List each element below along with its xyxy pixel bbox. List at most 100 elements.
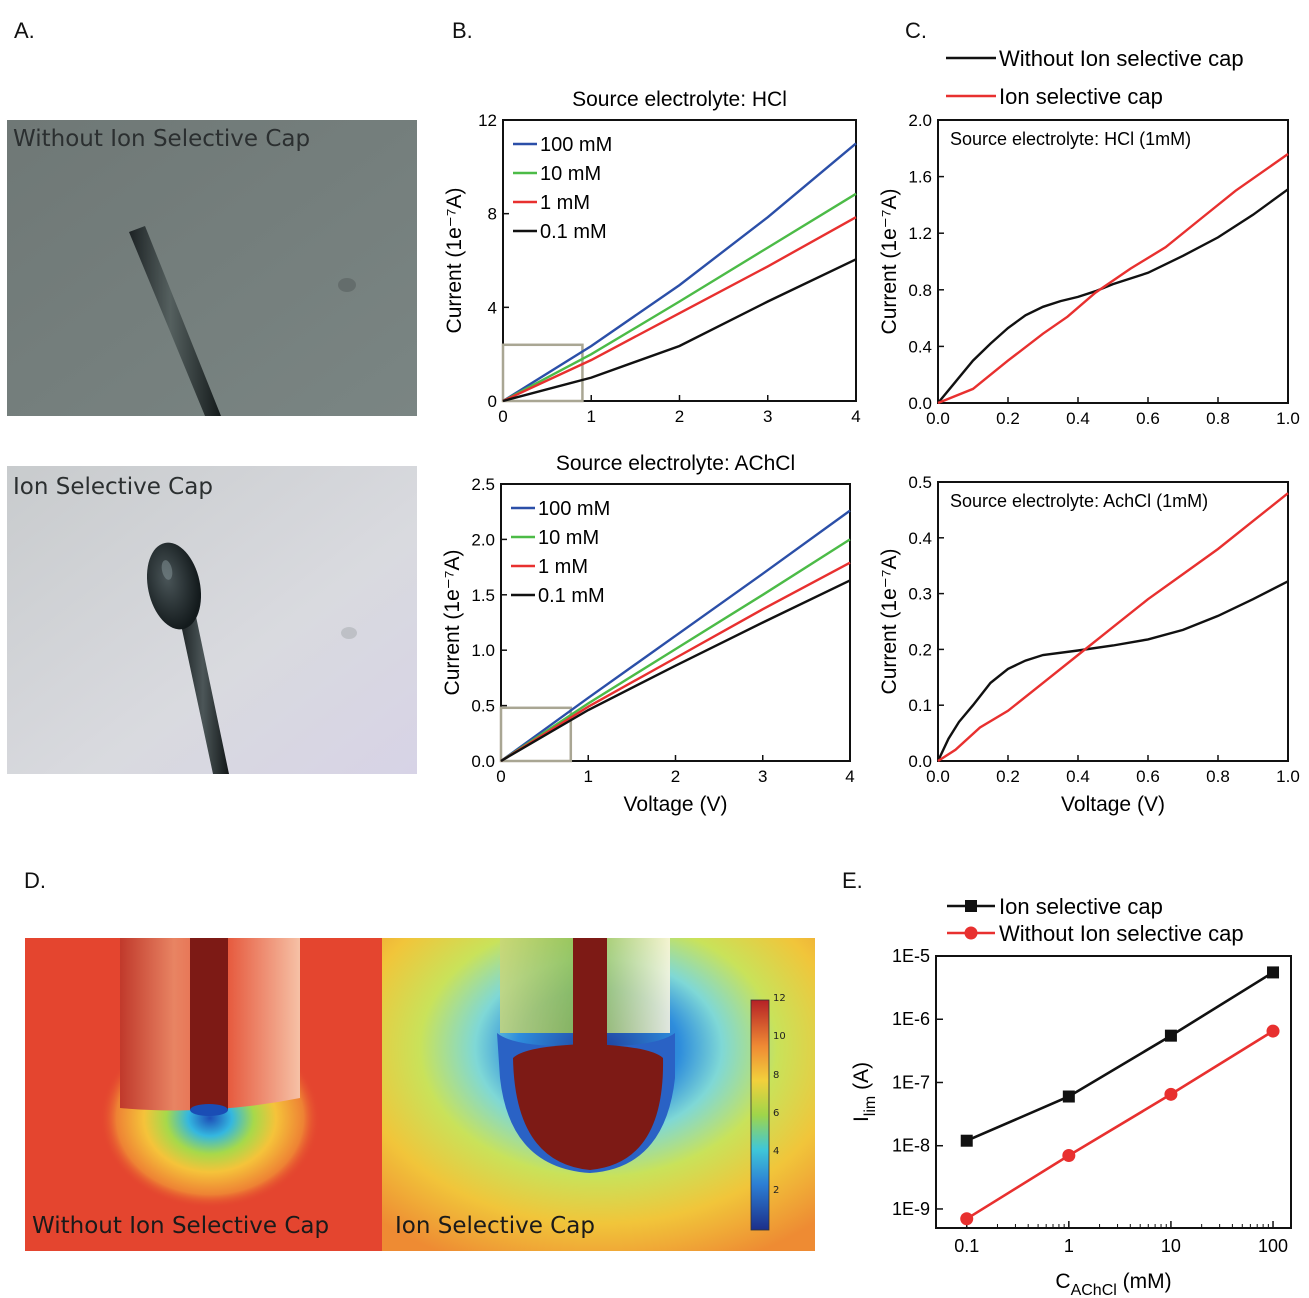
legend-label-3: 0.1 mM — [540, 221, 607, 243]
x-tick-label: 2 — [675, 407, 684, 426]
x-tick-label: 2 — [671, 767, 680, 786]
y-axis-label: Current (1e⁻⁷A) — [878, 549, 901, 695]
chart-title: Source electrolyte: AChCl — [556, 452, 795, 475]
y-tick-label: 1.0 — [471, 641, 495, 660]
y-tick-label: 1.2 — [908, 224, 932, 243]
series-line-1 — [502, 192, 857, 403]
y-tick-label: 1.6 — [908, 168, 932, 187]
colorbar-tick-label: 10 — [773, 1031, 786, 1043]
sim-label-left: Without Ion Selective Cap — [32, 1213, 330, 1239]
x-tick-label: 1.0 — [1276, 409, 1300, 428]
chart-b-bottom: 0 1 2 3 4 0.0 0.5 1.0 1.5 2.0 2.5 Source electrolyt… — [441, 452, 855, 816]
data-point — [1164, 1029, 1177, 1042]
y-tick-label: 1.5 — [471, 586, 495, 605]
data-point — [1164, 1087, 1178, 1101]
y-tick-label: 0.3 — [908, 585, 932, 604]
simulation-panel: 12 10 8 6 4 2 Without Ion Selective Cap Ion S… — [25, 938, 815, 1251]
chart-title: Source electrolyte: HCl (1mM) — [950, 129, 1191, 149]
y-axis-label: Ilim (A) — [850, 1062, 879, 1122]
x-tick-label: 1.0 — [1276, 767, 1300, 786]
panel-label-e: E. — [842, 868, 863, 893]
x-tick-label: 3 — [763, 407, 772, 426]
y-tick-label: 2.5 — [471, 475, 495, 494]
x-tick-label: 0.8 — [1206, 767, 1230, 786]
y-tick-label: 0.1 — [908, 696, 932, 715]
y-tick-label: 0.2 — [908, 640, 932, 659]
y-tick-label: 0.0 — [471, 752, 495, 771]
chart-c-top: 0.0 0.2 0.4 0.6 0.8 1.0 0.0 0.4 0.8 1.2 1.6 2.0 Sour… — [878, 46, 1300, 428]
y-axis-label: Current (1e⁻⁷A) — [443, 188, 466, 334]
y-axis-label: Current (1e⁻⁷A) — [878, 189, 901, 335]
colorbar-tick-label: 12 — [773, 993, 786, 1004]
y-tick-label: 0.0 — [908, 394, 932, 413]
series-line-1 — [966, 1029, 1274, 1220]
legend-label-1: Without Ion selective cap — [999, 921, 1244, 946]
y-tick-label: 0.5 — [908, 473, 932, 492]
x-tick-label: 0 — [496, 767, 505, 786]
data-point — [960, 1212, 974, 1226]
x-tick-label: 0.6 — [1136, 767, 1160, 786]
x-tick-label: 0 — [498, 407, 507, 426]
capillary-tube — [129, 226, 221, 416]
x-axis-label: Voltage (V) — [624, 793, 728, 816]
series-line-1 — [500, 538, 851, 763]
x-tick-label: 0.8 — [1206, 409, 1230, 428]
x-tick-label: 0.2 — [996, 409, 1020, 428]
plot-frame — [937, 481, 1289, 762]
x-tick-label: 0.4 — [1066, 767, 1090, 786]
series-line-2 — [502, 216, 857, 403]
x-tick-label: 0.6 — [1136, 409, 1160, 428]
series-line-1 — [937, 492, 1289, 763]
legend-label-0: 100 mM — [540, 134, 612, 156]
y-axis-label: Current (1e⁻⁷A) — [441, 550, 464, 696]
legend-label-1: 10 mM — [538, 527, 599, 549]
panel-label-c: C. — [905, 18, 927, 43]
ion-selective-bulb — [146, 542, 202, 630]
zoom-box — [501, 343, 584, 403]
x-axis-label: Voltage (V) — [1061, 793, 1165, 816]
y-tick-label: 0 — [488, 392, 497, 411]
x-tick-label: 4 — [851, 407, 860, 426]
x-tick-label: 4 — [845, 767, 854, 786]
plot-frame — [500, 483, 851, 762]
legend-marker-1 — [964, 926, 978, 940]
photo-with-cap-label: Ion Selective Cap — [13, 474, 213, 500]
panel-label-a: A. — [14, 18, 35, 43]
data-point — [1267, 966, 1280, 979]
panel-label-d: D. — [24, 868, 46, 893]
photo-without-cap-label: Without Ion Selective Cap — [13, 126, 311, 152]
y-tick-label: 1E-5 — [892, 946, 930, 966]
x-tick-label: 10 — [1161, 1236, 1181, 1256]
colorbar-tick-label: 8 — [773, 1069, 780, 1081]
chart-c-bottom: 0.0 0.2 0.4 0.6 0.8 1.0 0.0 0.1 0.2 0.3 0.4 0.5 Sour… — [878, 473, 1300, 816]
data-point — [1062, 1149, 1076, 1163]
legend-label-3: 0.1 mM — [538, 585, 605, 607]
x-tick-label: 0.0 — [926, 767, 950, 786]
colorbar-tick-label: 2 — [773, 1184, 780, 1196]
y-tick-label: 0.4 — [908, 337, 932, 356]
x-tick-label: 0.0 — [926, 409, 950, 428]
c-legend-label-0: Without Ion selective cap — [999, 46, 1244, 71]
legend-label-0: Ion selective cap — [999, 894, 1163, 919]
plot-frame — [935, 955, 1292, 1229]
x-tick-label: 1 — [587, 407, 596, 426]
y-tick-label: 2.0 — [908, 111, 932, 130]
y-tick-label: 2.0 — [471, 530, 495, 549]
series-line-0 — [502, 142, 857, 403]
colorbar — [750, 999, 770, 1231]
panel-label-b: B. — [452, 18, 473, 43]
legend-label-2: 1 mM — [540, 192, 590, 214]
x-tick-label: 0.1 — [954, 1236, 979, 1256]
x-tick-label: 0.2 — [996, 767, 1020, 786]
y-tick-label: 0.5 — [471, 697, 495, 716]
photo-without-cap: Without Ion Selective Cap — [7, 120, 417, 416]
chart-e: 0.1 1 10 100 1E-5 1E-6 1E-7 1E-8 1E-9 Ion selecti… — [850, 894, 1292, 1298]
legend-label-2: 1 mM — [538, 556, 588, 578]
series-line-0 — [500, 509, 851, 762]
series-line-2 — [500, 561, 851, 763]
data-point — [1062, 1090, 1075, 1103]
legend-label-1: 10 mM — [540, 163, 601, 185]
c-legend-label-1: Ion selective cap — [999, 84, 1163, 109]
y-tick-label: 1E-9 — [892, 1199, 930, 1219]
